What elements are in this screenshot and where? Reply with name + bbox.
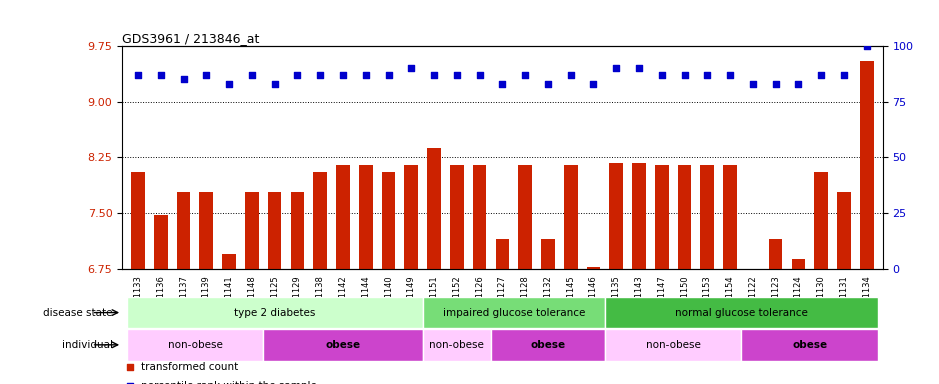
Bar	[700, 165, 715, 269]
Bar	[654, 165, 669, 269]
Point	[517, 72, 532, 78]
Point	[859, 43, 874, 49]
Point	[495, 81, 510, 87]
Point	[837, 72, 852, 78]
Point	[814, 72, 829, 78]
Bar	[245, 192, 259, 269]
Bar	[263, 329, 423, 361]
Point	[449, 72, 464, 78]
Point	[404, 65, 419, 71]
Bar	[427, 148, 441, 269]
Point	[131, 72, 146, 78]
Point	[267, 81, 282, 87]
Bar	[678, 165, 691, 269]
Bar	[587, 266, 600, 269]
Point	[472, 72, 487, 78]
Text: non-obese: non-obese	[167, 340, 223, 350]
Text: obese: obese	[793, 340, 827, 350]
Point	[153, 72, 168, 78]
Bar	[746, 269, 760, 271]
Point	[199, 72, 214, 78]
Bar	[491, 329, 605, 361]
Text: percentile rank within the sample: percentile rank within the sample	[141, 381, 317, 384]
Point	[768, 81, 783, 87]
Point	[654, 72, 670, 78]
Point	[335, 72, 350, 78]
Point	[222, 81, 237, 87]
Bar	[605, 329, 742, 361]
Point	[313, 72, 328, 78]
Bar	[541, 239, 555, 269]
Bar	[405, 165, 418, 269]
Text: normal glucose tolerance: normal glucose tolerance	[675, 308, 808, 318]
Point	[608, 65, 623, 71]
Point	[632, 65, 647, 71]
Bar	[472, 165, 486, 269]
Point	[381, 72, 396, 78]
Text: transformed count: transformed count	[141, 361, 239, 372]
Point	[541, 81, 556, 87]
Text: non-obese: non-obese	[646, 340, 700, 350]
Bar	[154, 215, 168, 269]
Bar	[632, 163, 646, 269]
Bar	[223, 254, 236, 269]
Point	[563, 72, 578, 78]
Point	[358, 72, 373, 78]
Bar	[792, 259, 806, 269]
Bar	[199, 192, 213, 269]
Bar	[314, 172, 327, 269]
Text: obese: obese	[531, 340, 565, 350]
Point	[791, 81, 806, 87]
Text: impaired glucose tolerance: impaired glucose tolerance	[442, 308, 585, 318]
Bar	[131, 172, 145, 269]
Bar	[177, 192, 191, 269]
Point	[122, 383, 137, 384]
Bar	[814, 172, 828, 269]
Bar	[518, 165, 532, 269]
Point	[244, 72, 259, 78]
Point	[290, 72, 305, 78]
Bar	[423, 329, 491, 361]
Bar	[742, 329, 878, 361]
Bar	[723, 165, 737, 269]
Text: disease state: disease state	[43, 308, 113, 318]
Text: individual: individual	[62, 340, 113, 350]
Bar	[450, 165, 464, 269]
Point	[677, 72, 692, 78]
Text: non-obese: non-obese	[429, 340, 485, 350]
Bar	[359, 165, 373, 269]
Bar	[496, 239, 509, 269]
Bar	[127, 329, 263, 361]
Text: type 2 diabetes: type 2 diabetes	[234, 308, 316, 318]
Point	[426, 72, 441, 78]
Point	[746, 81, 761, 87]
Bar	[381, 172, 395, 269]
Bar	[290, 192, 304, 269]
Bar	[423, 297, 605, 328]
Bar	[563, 165, 577, 269]
Text: obese: obese	[326, 340, 361, 350]
Bar	[609, 163, 623, 269]
Bar	[769, 239, 782, 269]
Point	[176, 76, 191, 83]
Bar	[336, 165, 350, 269]
Bar	[127, 297, 423, 328]
Point	[122, 363, 137, 369]
Text: GDS3961 / 213846_at: GDS3961 / 213846_at	[122, 32, 259, 45]
Bar	[860, 61, 873, 269]
Bar	[268, 192, 282, 269]
Point	[700, 72, 715, 78]
Point	[723, 72, 738, 78]
Point	[586, 81, 601, 87]
Bar	[605, 297, 878, 328]
Bar	[837, 192, 851, 269]
